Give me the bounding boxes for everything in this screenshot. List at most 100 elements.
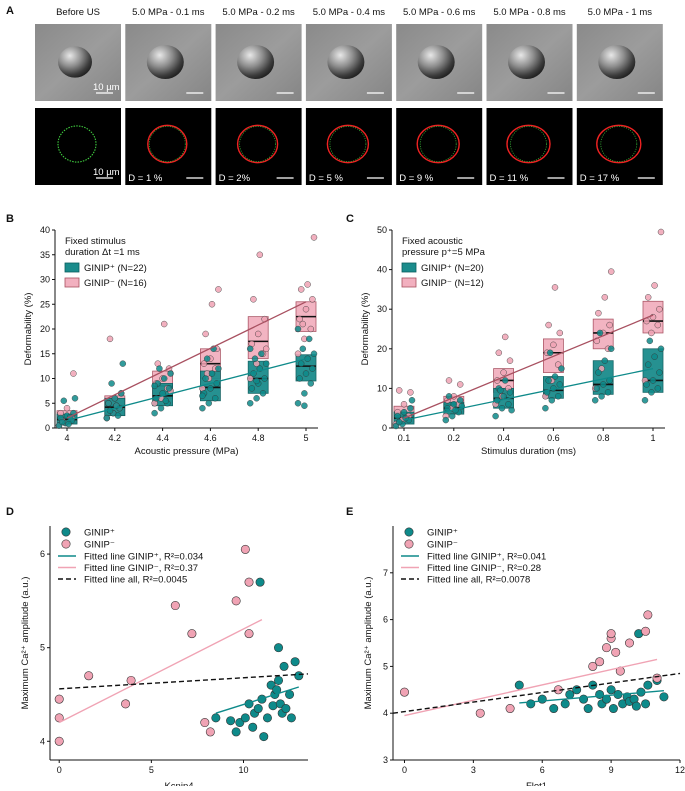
legend-label: GINIP⁺ — [427, 528, 458, 539]
data-point — [54, 694, 64, 704]
x-axis-title: Acoustic pressure (MPa) — [134, 446, 238, 457]
x-tick-label: 4.2 — [109, 433, 122, 443]
fit-line — [59, 673, 309, 690]
chart-c: 0 10 20 30 40 50 0.1 0.2 0.4 0.6 0.8 1 Stimulus dura… — [360, 225, 665, 457]
legend-label: GINIP⁺ — [84, 528, 115, 539]
data-point — [604, 389, 612, 396]
data-point — [240, 544, 250, 554]
y-tick-label: 5 — [45, 398, 50, 408]
panel-e-label: E — [346, 506, 353, 518]
data-point — [259, 390, 267, 397]
data-point — [595, 657, 605, 667]
initial-contour — [510, 125, 547, 163]
cell-body — [146, 44, 184, 80]
data-point — [246, 400, 254, 407]
data-point — [649, 313, 657, 321]
data-point — [160, 320, 168, 328]
data-point — [648, 389, 655, 396]
data-point — [126, 675, 136, 685]
cell-body — [417, 44, 455, 80]
data-point — [598, 393, 605, 400]
panel-a-label: A — [6, 5, 14, 17]
y-axis-title: Maximum Ca²⁺ amplitude (a.u.) — [20, 577, 31, 710]
x-tick-label: 0 — [57, 765, 62, 775]
data-point — [151, 382, 158, 390]
data-point — [593, 385, 601, 392]
legend-label: GINIP⁺ (N=20) — [421, 263, 484, 274]
data-point — [54, 736, 64, 746]
data-point — [200, 360, 208, 367]
data-point — [301, 402, 308, 409]
data-point — [274, 675, 284, 685]
data-point — [652, 673, 662, 683]
data-point — [261, 375, 268, 382]
data-point — [156, 365, 163, 372]
data-point — [105, 400, 112, 407]
legend-label: Fitted line GINIP⁺, R²=0.034 — [84, 552, 203, 563]
y-tick-label: 10 — [377, 383, 387, 393]
chart-b: 0 5 10 15 20 25 30 35 40 4 4.2 4.4 4.6 4.8 5 Acoustic p… — [23, 225, 318, 457]
data-point — [256, 251, 264, 258]
data-point — [297, 286, 305, 293]
fit-line — [66, 358, 307, 422]
deformed-contour — [506, 124, 551, 164]
data-point — [70, 370, 77, 377]
data-point — [268, 701, 278, 711]
x-tick-label: 4 — [64, 433, 69, 443]
x-axis-title: Stimulus duration (ms) — [481, 446, 576, 457]
data-point — [607, 268, 615, 275]
data-point — [301, 390, 308, 397]
data-point — [254, 330, 262, 338]
data-point — [651, 353, 658, 360]
data-point — [546, 349, 554, 357]
data-point — [631, 701, 641, 711]
x-tick-label: 3 — [471, 765, 476, 775]
data-point — [505, 704, 515, 714]
data-point — [286, 713, 296, 723]
data-point — [654, 321, 662, 329]
data-point — [167, 370, 174, 377]
contour-frame — [576, 108, 663, 185]
legend-label: Fitted line GINIP⁻, R²=0.28 — [427, 563, 541, 574]
data-point — [591, 397, 599, 404]
data-point — [445, 377, 453, 384]
data-point — [262, 713, 272, 723]
data-point — [641, 626, 651, 636]
data-point — [170, 601, 180, 611]
data-point — [595, 369, 602, 376]
data-point — [498, 404, 506, 412]
data-point — [448, 412, 456, 420]
y-tick-label: 3 — [383, 755, 388, 765]
panel-d-label: D — [6, 506, 14, 518]
data-point — [114, 412, 122, 419]
legend-label: GINIP⁻ (N=12) — [421, 278, 484, 289]
data-point — [274, 643, 284, 653]
data-point — [456, 381, 464, 388]
data-point — [205, 727, 215, 737]
y-axis-title: Deformability (%) — [23, 293, 34, 366]
legend-label: GINIP⁻ — [84, 540, 115, 551]
initial-contour — [329, 125, 367, 163]
data-point — [644, 294, 652, 301]
y-tick-label: 50 — [377, 225, 387, 235]
contour-frame — [215, 108, 302, 185]
data-point — [601, 294, 609, 301]
data-point — [644, 361, 652, 368]
legend-marker — [61, 527, 71, 537]
data-point — [611, 647, 621, 657]
y-tick-label: 15 — [40, 349, 50, 359]
data-point — [205, 400, 213, 407]
data-point — [657, 228, 665, 236]
data-point — [624, 638, 634, 648]
data-point — [407, 404, 414, 412]
data-point — [551, 373, 559, 380]
chart-annotation: Fixed acoustic — [402, 236, 463, 247]
y-axis-title: Maximum Ca²⁺ amplitude (a.u.) — [363, 577, 374, 710]
data-point — [560, 699, 570, 709]
x-tick-label: 4.4 — [156, 433, 169, 443]
data-point — [657, 345, 665, 353]
data-point — [71, 395, 79, 402]
deformed-contour — [596, 124, 642, 164]
contour-frame — [305, 108, 392, 185]
data-point — [599, 381, 607, 388]
